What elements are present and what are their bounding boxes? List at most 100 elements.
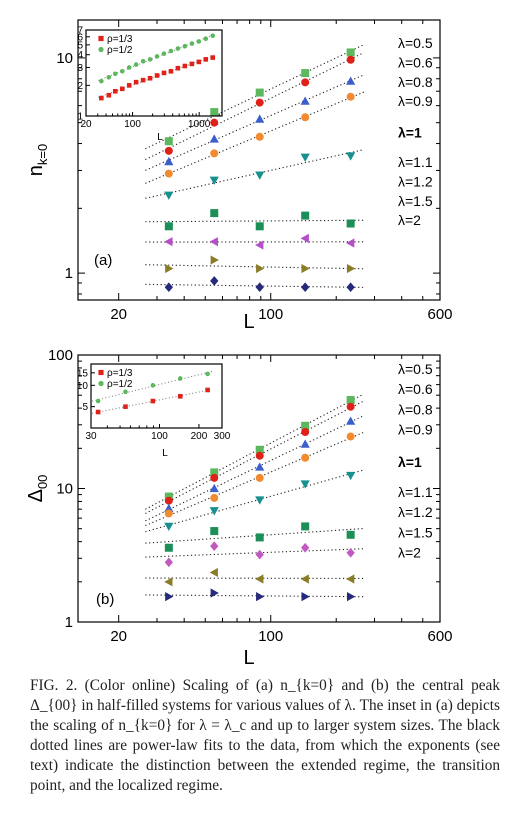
y-axis-title: Δ00 (25, 475, 50, 503)
data-point (256, 263, 265, 274)
data-point (346, 282, 355, 293)
data-point (301, 282, 310, 293)
series-label: λ=0.5 (398, 35, 433, 51)
inset-x-tick-label: 200 (191, 431, 208, 442)
inset-legend-label: ρ=1/3 (107, 368, 133, 379)
inset-data-point (196, 39, 202, 44)
series-label: λ=1 (398, 125, 422, 141)
inset-data-point (99, 78, 104, 84)
inset-series-ρ=1/2 (98, 33, 216, 84)
series-label: λ=0.9 (398, 422, 433, 438)
inset-legend-label: ρ=1/2 (107, 379, 133, 390)
data-point (209, 134, 219, 143)
data-point (256, 591, 265, 602)
inset-data-point (126, 83, 132, 88)
data-point (209, 483, 219, 493)
inset-data-point (95, 398, 101, 404)
inset-data-point (119, 68, 125, 74)
data-point (255, 496, 265, 505)
inset-data-point (123, 389, 128, 395)
inset-data-point (112, 88, 118, 94)
panel-label: (a) (94, 252, 112, 269)
fit-line (145, 283, 364, 288)
fit-line (145, 431, 365, 527)
series-λ=0.9 (145, 91, 365, 184)
fit-line (145, 415, 365, 522)
data-point (255, 132, 264, 141)
inset-y-tick-label: 10 (77, 381, 89, 392)
fit-line (145, 219, 364, 223)
data-point (346, 591, 356, 602)
inset-data-point (168, 68, 174, 74)
data-point (165, 263, 174, 274)
inset-data-point (133, 62, 139, 67)
data-point (255, 240, 264, 250)
data-point (300, 153, 310, 162)
series-label: λ=0.6 (398, 381, 433, 397)
data-point (165, 591, 174, 602)
inset-legend-label: ρ=1/2 (107, 45, 133, 56)
inset-data-point (189, 41, 195, 46)
data-point (210, 541, 219, 551)
data-point (346, 547, 355, 558)
inset-data-point (99, 95, 104, 101)
inset-x-axis-title: L (162, 448, 168, 459)
series-λ=0.8 (145, 74, 365, 171)
data-point (210, 527, 219, 536)
inset-frame (90, 363, 223, 429)
series-λ=1.1 (145, 209, 364, 231)
data-point (164, 146, 173, 155)
fit-line (145, 264, 364, 270)
y-tick-label: 1 (65, 265, 73, 282)
inset-data-point (133, 79, 139, 85)
inset-data-point (106, 75, 112, 80)
data-point (164, 237, 173, 247)
series-λ=1.1 (145, 522, 364, 552)
series-λ=0.6 (145, 400, 365, 514)
x-tick-label: 100 (258, 628, 283, 645)
inset-x-tick-label: 20 (80, 119, 92, 130)
inset-data-point (205, 371, 210, 377)
data-point (301, 69, 310, 78)
inset-data-point (205, 387, 210, 393)
data-point (346, 92, 355, 101)
data-point (300, 96, 310, 105)
data-point (301, 591, 310, 602)
data-point (210, 149, 219, 158)
series-label: λ=1.2 (398, 504, 433, 520)
data-point (300, 233, 309, 243)
figure-caption: FIG. 2. (Color online) Scaling of (a) n_… (30, 676, 500, 796)
inset-x-tick-label: 300 (214, 431, 231, 442)
series-λ=1.5 (145, 255, 364, 274)
data-point (301, 453, 310, 462)
data-point (164, 492, 173, 501)
data-point (164, 503, 174, 513)
data-point (255, 533, 264, 542)
series-λ=0.6 (145, 52, 365, 161)
data-point (346, 416, 356, 425)
inset-legend-label: ρ=1/3 (107, 34, 133, 45)
inset-data-point (161, 51, 167, 56)
data-point (164, 522, 174, 532)
y-axis-title: nk=0 (25, 144, 50, 176)
inset-data-point (154, 73, 160, 78)
data-point (209, 507, 219, 516)
chart-panel-a: 20 100 600 1 10 Lnk=0 (a) λ=0.5 λ=0.6 λ=0.8 λ=0.9 λ… (25, 19, 453, 333)
data-point (164, 557, 173, 568)
inset-data-point (182, 63, 188, 69)
plot-frame (77, 19, 441, 301)
data-point (255, 282, 264, 293)
inset-data-point (203, 36, 209, 41)
inset-y-tick-label: 5 (82, 402, 88, 413)
series-label: λ=1.2 (398, 173, 433, 189)
figure: 20 100 600 1 10 Lnk=0 (a) λ=0.5 λ=0.6 λ=0.8 λ=0.9 λ… (25, 19, 453, 669)
data-point (346, 574, 355, 584)
inset-data-point (161, 70, 167, 76)
fit-line (145, 400, 365, 514)
data-point (346, 530, 355, 539)
data-point (346, 471, 356, 481)
data-point (255, 222, 264, 231)
series-λ=0.8 (145, 415, 365, 522)
data-point (209, 176, 219, 185)
panel-label: (b) (96, 591, 114, 608)
